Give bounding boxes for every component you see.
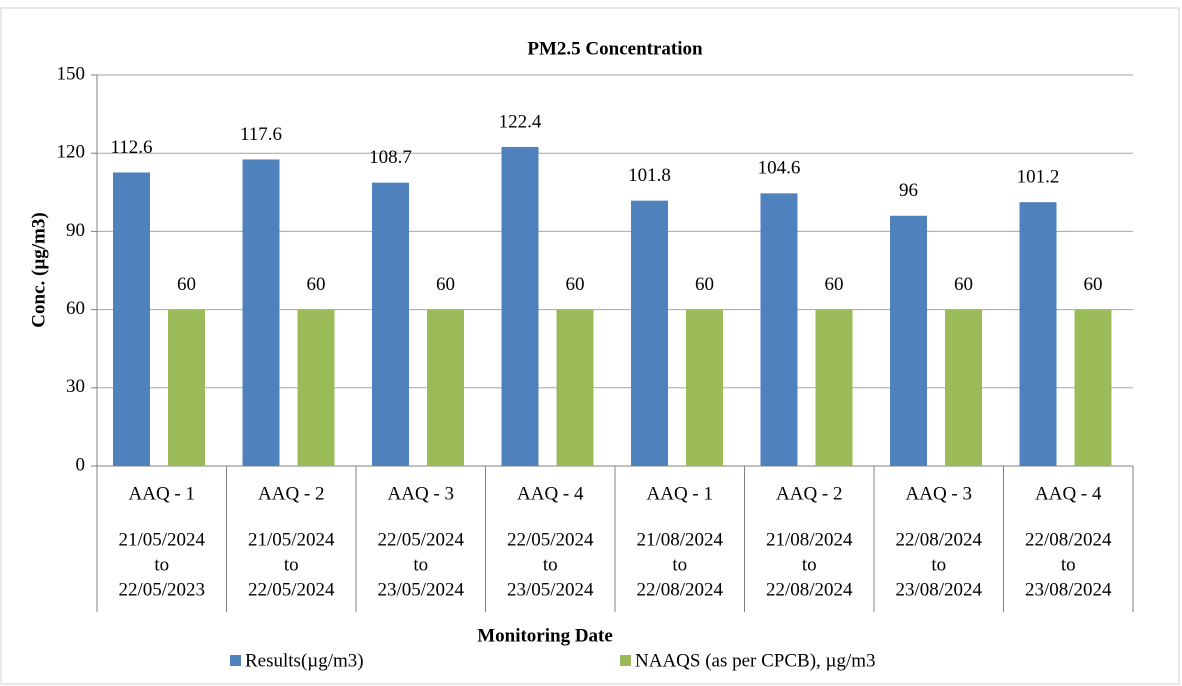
x-tick-label: AAQ - 1 xyxy=(647,483,714,504)
x-tick-label: AAQ - 3 xyxy=(388,483,455,504)
x-tick-label: AAQ - 2 xyxy=(776,483,843,504)
bar xyxy=(297,309,335,466)
period-label: 22/08/2024 xyxy=(895,529,982,550)
x-tick-label: AAQ - 3 xyxy=(906,483,973,504)
y-tick-label: 0 xyxy=(76,454,86,475)
data-label: 122.4 xyxy=(499,111,542,132)
bar xyxy=(686,309,723,466)
data-label: 60 xyxy=(825,274,844,295)
data-label: 117.6 xyxy=(240,124,282,145)
bar xyxy=(815,309,853,466)
x-tick-label: AAQ - 2 xyxy=(258,483,325,504)
data-label: 104.6 xyxy=(758,158,801,179)
period-label: 22/05/2024 xyxy=(248,579,335,600)
bar xyxy=(242,159,280,466)
period-label: to xyxy=(931,554,946,575)
bar xyxy=(113,172,150,467)
legend-label: NAAQS (as per CPCB), µg/m3 xyxy=(635,650,876,671)
data-label: 60 xyxy=(436,274,455,295)
bar xyxy=(1019,202,1057,467)
x-tick-label: AAQ - 1 xyxy=(129,483,196,504)
legend-label: Results(µg/m3) xyxy=(245,650,364,671)
bar xyxy=(760,193,798,467)
period-label: 22/08/2024 xyxy=(766,579,853,600)
y-tick-label: 60 xyxy=(66,298,85,319)
period-label: 23/05/2024 xyxy=(377,579,464,600)
bar xyxy=(427,309,464,466)
data-label: 60 xyxy=(954,274,973,295)
period-label: to xyxy=(802,554,817,575)
period-label: 21/08/2024 xyxy=(636,529,723,550)
period-label: 22/08/2024 xyxy=(636,579,723,600)
data-label: 108.7 xyxy=(369,147,412,168)
legend-swatch xyxy=(620,655,631,666)
data-label: 60 xyxy=(695,274,714,295)
y-tick-label: 30 xyxy=(66,376,85,397)
data-label: 112.6 xyxy=(110,137,152,158)
period-label: 23/08/2024 xyxy=(1025,579,1112,600)
x-axis-label: Monitoring Date xyxy=(477,625,613,646)
data-label: 60 xyxy=(566,274,585,295)
period-label: 21/08/2024 xyxy=(766,529,853,550)
bar xyxy=(168,309,205,466)
x-tick-label: AAQ - 4 xyxy=(517,483,584,504)
bar xyxy=(501,146,539,466)
y-tick-label: 150 xyxy=(57,63,86,84)
period-label: to xyxy=(672,554,687,575)
period-label: to xyxy=(154,554,169,575)
y-axis-label: Conc. (µg/m3) xyxy=(28,212,49,327)
period-label: to xyxy=(413,554,428,575)
period-label: 21/05/2024 xyxy=(118,529,205,550)
data-label: 96 xyxy=(899,180,918,201)
chart-title: PM2.5 Concentration xyxy=(527,38,703,59)
period-label: 22/05/2023 xyxy=(118,579,205,600)
period-label: to xyxy=(1061,554,1076,575)
data-label: 101.2 xyxy=(1017,167,1060,188)
period-label: 22/08/2024 xyxy=(1025,529,1112,550)
y-tick-label: 120 xyxy=(57,142,86,163)
y-tick-label: 90 xyxy=(66,220,85,241)
bar xyxy=(945,309,982,466)
period-label: 23/08/2024 xyxy=(895,579,982,600)
period-label: to xyxy=(284,554,299,575)
bar xyxy=(372,182,409,466)
bar xyxy=(890,215,927,466)
period-label: 21/05/2024 xyxy=(248,529,335,550)
period-label: to xyxy=(543,554,558,575)
data-label: 60 xyxy=(307,274,326,295)
bar xyxy=(631,200,668,466)
legend-swatch xyxy=(230,655,241,666)
data-label: 60 xyxy=(177,274,196,295)
period-label: 22/05/2024 xyxy=(507,529,594,550)
data-label: 101.8 xyxy=(628,165,671,186)
bar xyxy=(556,309,594,466)
data-label: 60 xyxy=(1084,274,1103,295)
period-label: 22/05/2024 xyxy=(377,529,464,550)
period-label: 23/05/2024 xyxy=(507,579,594,600)
x-tick-label: AAQ - 4 xyxy=(1035,483,1102,504)
bar xyxy=(1074,309,1112,466)
